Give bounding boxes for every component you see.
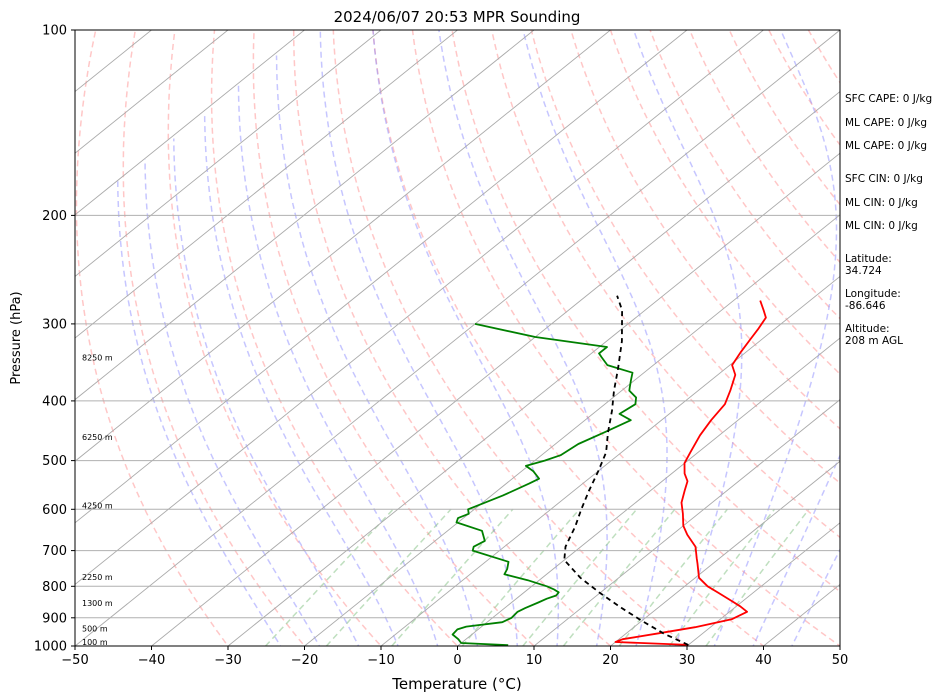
ml-cin-label-2: ML CIN: 0 J/kg: [845, 220, 918, 232]
altitude-value: 208 m AGL: [845, 335, 903, 347]
isotherm-line: [75, 30, 229, 154]
ml-cin-label: ML CIN: 0 J/kg: [845, 197, 918, 209]
height-label: 500 m: [82, 624, 108, 633]
parcel-profile-line: [563, 295, 689, 646]
x-tick-label: −30: [214, 653, 241, 668]
y-tick-label: 700: [42, 544, 67, 559]
latitude-value: 34.724: [845, 265, 882, 277]
mixing-ratio-line: [391, 508, 514, 646]
y-tick-label: 900: [42, 611, 67, 626]
isotherm-line: [609, 460, 840, 646]
chart-title: 2024/06/07 20:53 MPR Sounding: [334, 8, 581, 26]
y-tick-label: 100: [42, 24, 67, 39]
x-tick-label: 40: [755, 653, 772, 668]
x-tick-label: −10: [367, 653, 394, 668]
dry-adiabat-line: [292, 30, 612, 646]
data-lines: [451, 295, 767, 646]
isotherm-line: [533, 399, 840, 646]
isotherm-line: [75, 30, 765, 586]
isotherm-line: [75, 30, 306, 216]
sfc-cin-label: SFC CIN: 0 J/kg: [845, 173, 923, 185]
moist-adiabat-line: [372, 30, 560, 646]
sfc-cape-label: SFC CAPE: 0 J/kg: [845, 93, 932, 105]
isotherm-line: [227, 152, 840, 646]
isotherm-line: [380, 275, 840, 646]
x-axis-label: Temperature (°C): [391, 675, 521, 693]
isobar-grid: [75, 214, 840, 619]
mixing-ratio-line: [522, 508, 638, 646]
height-labels: 100 m 500 m 1300 m 2250 m 4250 m 6250 m 8250 m: [82, 353, 113, 647]
y-tick-label: 600: [42, 503, 67, 518]
dry-adiabat-line: [451, 30, 840, 593]
ml-cape-label-2: ML CAPE: 0 J/kg: [845, 140, 927, 152]
y-axis-label: Pressure (hPa): [9, 291, 24, 384]
x-tick-label: 0: [453, 653, 461, 668]
moist-adiabat-line: [522, 30, 668, 646]
y-tick-label: 800: [42, 580, 67, 595]
sounding-parameters-panel: SFC CAPE: 0 J/kg ML CAPE: 0 J/kg ML CAPE…: [845, 93, 932, 347]
latitude-label: Latitude:: [845, 253, 892, 265]
dewpoint-profile-line: [451, 323, 637, 646]
isotherm-line: [303, 214, 840, 646]
height-label: 6250 m: [82, 433, 113, 442]
x-axis-ticks: −50 −40 −30 −20 −10 0 10 20 30 40 50: [61, 646, 848, 668]
isotherm-line: [75, 30, 382, 277]
isotherm-line: [75, 30, 840, 646]
dry-adiabat-line: [372, 30, 765, 646]
x-tick-label: 50: [832, 653, 849, 668]
y-tick-label: 1000: [34, 640, 67, 655]
y-tick-label: 500: [42, 454, 67, 469]
height-label: 8250 m: [82, 353, 113, 362]
dry-adiabat-line: [210, 30, 459, 646]
moist-adiabat-line: [203, 112, 399, 646]
temperature-profile-line: [614, 300, 767, 646]
x-tick-label: 10: [526, 653, 543, 668]
height-label: 4250 m: [82, 501, 113, 510]
x-tick-label: 30: [679, 653, 696, 668]
height-label: 100 m: [82, 638, 108, 647]
isotherm-line: [75, 30, 535, 401]
y-tick-label: 400: [42, 394, 67, 409]
x-tick-label: −20: [291, 653, 318, 668]
isotherm-line: [75, 30, 612, 462]
moist-adiabat-line: [237, 83, 439, 646]
y-tick-label: 300: [42, 317, 67, 332]
altitude-label: Altitude:: [845, 323, 890, 335]
ml-cape-label: ML CAPE: 0 J/kg: [845, 117, 927, 129]
moist-adiabat-line: [632, 30, 743, 646]
dry-adiabat-line: [75, 30, 229, 646]
x-tick-label: −50: [61, 653, 88, 668]
isotherm-line: [75, 30, 688, 524]
mixing-ratio-line: [562, 508, 676, 646]
dry-adiabat-line: [490, 30, 840, 539]
mixing-ratio-line: [461, 508, 580, 646]
moist-adiabat-line: [275, 55, 479, 646]
isotherm-line: [686, 522, 840, 646]
moist-adiabat-line: [144, 159, 321, 646]
y-tick-label: 200: [42, 209, 67, 224]
moist-adiabat-line: [117, 181, 282, 646]
height-label: 2250 m: [82, 573, 113, 582]
dry-adiabat-line: [411, 30, 840, 646]
x-tick-label: 20: [602, 653, 619, 668]
dry-adiabat-line: [252, 30, 536, 646]
longitude-value: -86.646: [845, 300, 886, 312]
x-tick-label: −40: [138, 653, 165, 668]
isotherm-line: [456, 337, 840, 646]
moist-adiabat-line: [713, 30, 838, 646]
longitude-label: Longitude:: [845, 288, 901, 300]
height-label: 1300 m: [82, 599, 113, 608]
dry-adiabat-line: [167, 30, 383, 646]
y-axis-ticks: 100 200 300 400 500 600 700 800 900 1000: [34, 24, 75, 655]
